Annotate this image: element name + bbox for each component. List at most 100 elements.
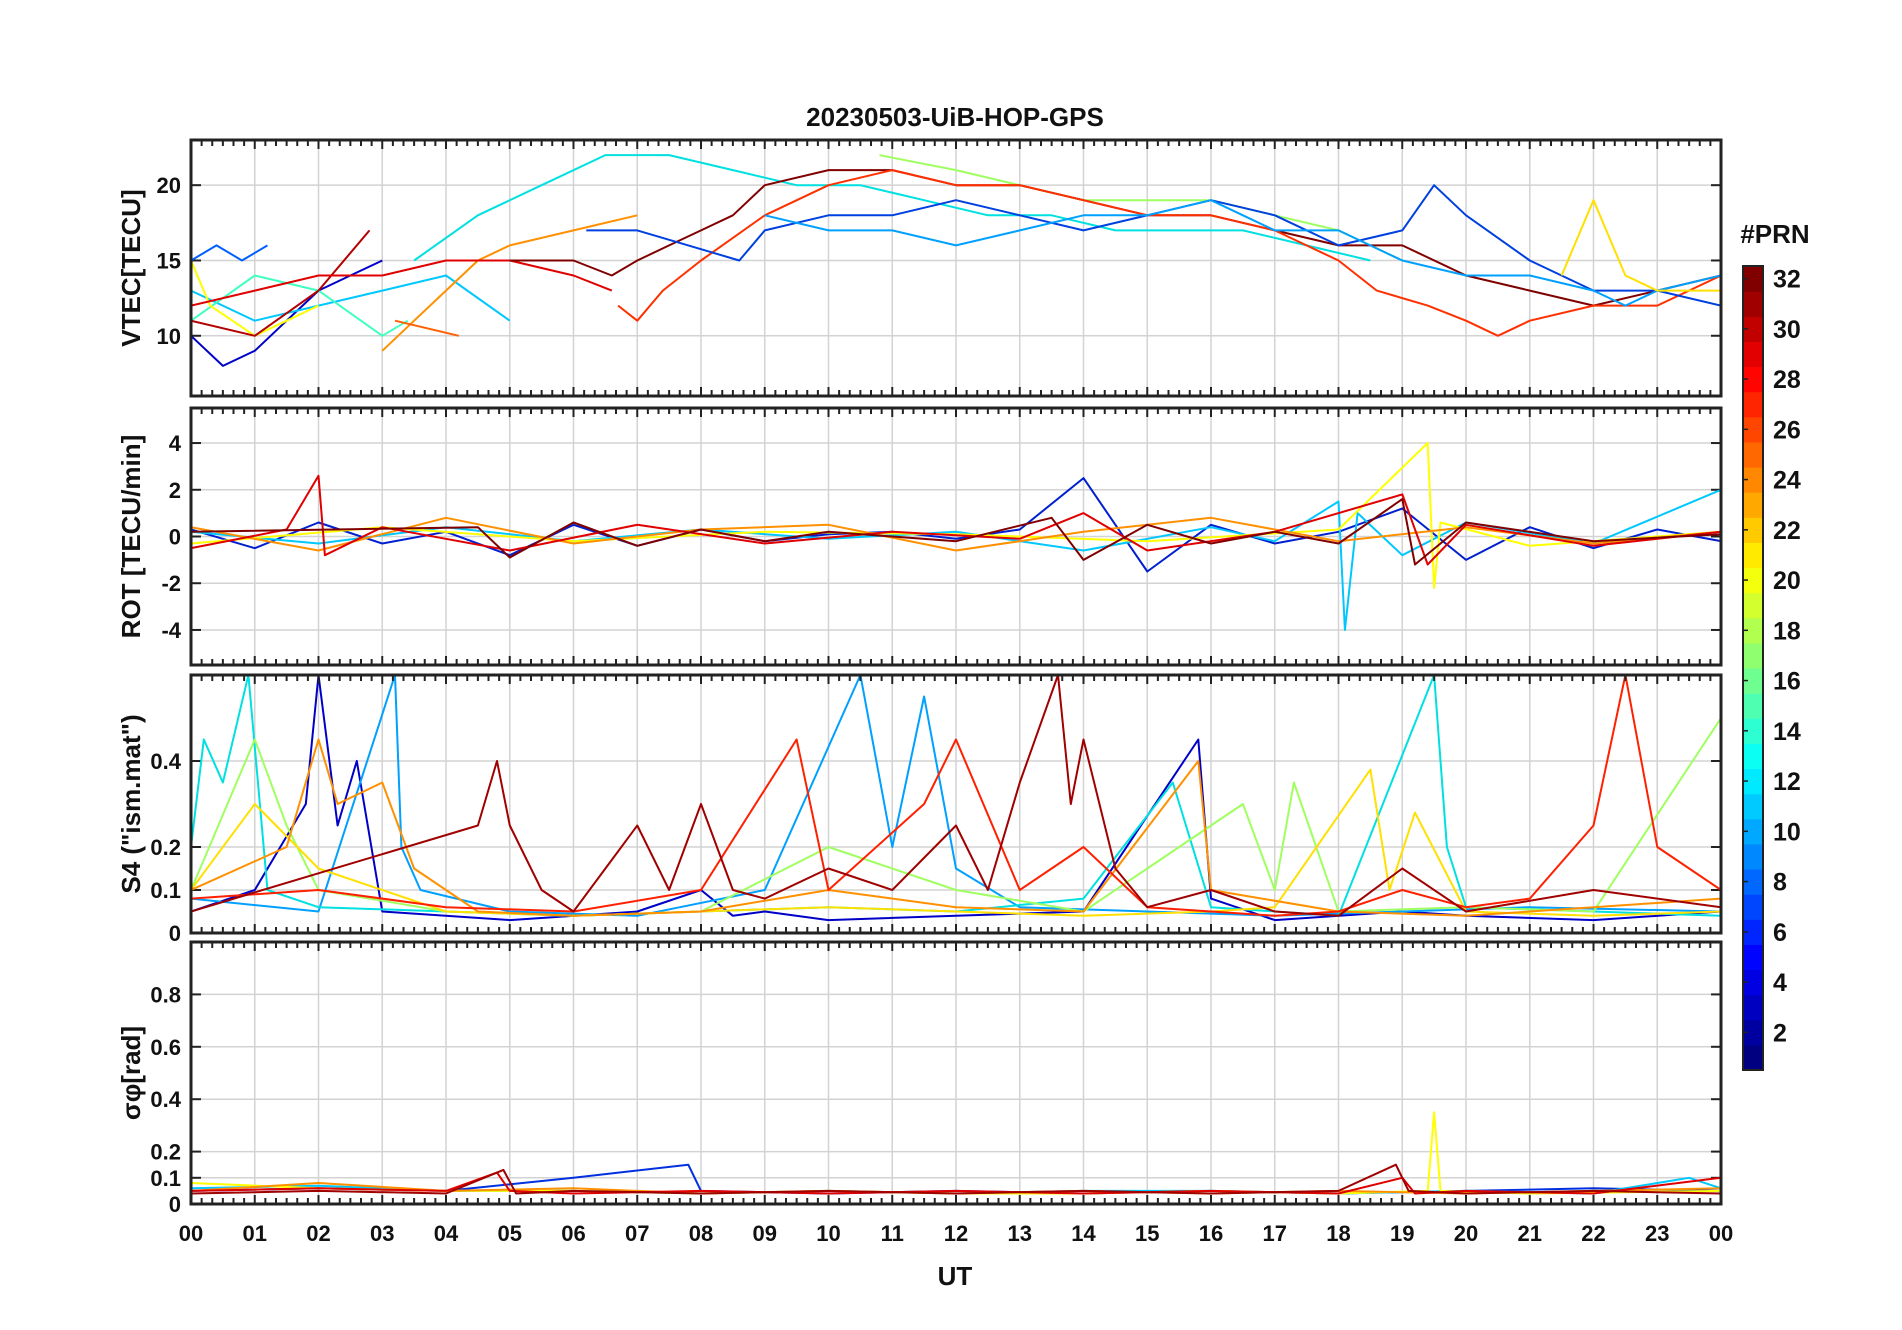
x-tick-label: 00 [179, 1221, 203, 1246]
colorbar-segment [1743, 843, 1763, 870]
panel-vtec: 10 15 20 VTEC[TECU] [116, 138, 1723, 398]
colorbar-segment [1743, 969, 1763, 996]
colorbar-segment [1743, 416, 1763, 443]
x-tick-labels: 00 01 02 03 04 05 06 07 08 09 10 11 12 13 14 15 16 17 18 19… [179, 1221, 1733, 1246]
y-tick-label: 10 [157, 324, 181, 349]
x-tick-label: 16 [1199, 1221, 1223, 1246]
colorbar-segment [1743, 869, 1763, 895]
x-tick-label: 19 [1390, 1221, 1414, 1246]
x-tick-label: 15 [1135, 1221, 1159, 1246]
colorbar-tick-label: 6 [1773, 919, 1787, 947]
colorbar-segment [1743, 743, 1763, 770]
colorbar-segment [1743, 441, 1763, 468]
y-axis-label: σφ[rad] [116, 1026, 146, 1120]
plot-frame [189, 138, 1723, 398]
colorbar-tick-label: 4 [1773, 969, 1787, 997]
series-line-prn-12 [191, 274, 511, 322]
colorbar-tick-label: 20 [1773, 567, 1801, 595]
y-tick-label: 0.6 [150, 1035, 181, 1060]
colorbar-segment [1743, 617, 1763, 644]
series-group [191, 442, 1721, 631]
colorbar-tick-label: 26 [1773, 416, 1801, 444]
series-line-prn-21 [1560, 199, 1721, 292]
colorbar-segment [1743, 467, 1763, 493]
x-tick-label: 10 [816, 1221, 840, 1246]
x-tick-label: 03 [370, 1221, 394, 1246]
y-tick-label: 4 [169, 431, 182, 456]
series-line-prn-31 [191, 1163, 1721, 1195]
colorbar-frame [1742, 265, 1764, 1071]
colorbar-segment [1743, 642, 1763, 669]
colorbar-segment [1743, 1019, 1763, 1046]
figure-title: 20230503-UiB-HOP-GPS [806, 102, 1104, 132]
series-line-prn-12 [191, 488, 1721, 631]
y-tick-label: 0.4 [150, 1087, 181, 1112]
series-line-prn-20 [191, 260, 319, 337]
series-line-prn-10 [764, 199, 1721, 307]
colorbar-segment [1743, 994, 1763, 1021]
y-axis-label: ROT [TECU/min] [116, 435, 146, 639]
colorbar-tick-label: 22 [1773, 517, 1801, 545]
colorbar-tick-label: 24 [1773, 467, 1801, 495]
series-line-prn-14 [413, 154, 1371, 262]
x-tick-label: 09 [753, 1221, 777, 1246]
y-tick-label: 0.2 [150, 835, 181, 860]
panel-sigma_phi: 00.10.2 0.4 0.6 0.8σφ[rad] [116, 940, 1723, 1217]
series-line-prn-18 [879, 154, 1403, 262]
colorbar-segment [1743, 492, 1763, 518]
x-tick-label: 07 [625, 1221, 649, 1246]
colorbar-segment [1743, 542, 1763, 569]
series-line-prn-28 [191, 259, 613, 307]
y-tick-label: 0.2 [150, 1140, 181, 1165]
panel-rot: -4 -2 0 2 4 ROT [TECU/min] [116, 406, 1723, 667]
colorbar-tick-label: 8 [1773, 869, 1787, 897]
colorbar-segment [1743, 718, 1763, 744]
colorbar-segment [1743, 291, 1763, 317]
series-line-prn-32 [191, 498, 1721, 566]
x-axis-label: UT [938, 1261, 973, 1291]
x-tick-label: 02 [306, 1221, 330, 1246]
colorbar-tick-label: 14 [1773, 718, 1801, 746]
colorbar-tick-label: 28 [1773, 366, 1801, 394]
y-tick-label: 0.1 [150, 878, 181, 903]
colorbar-segment [1743, 693, 1763, 719]
colorbar-tick-label: 32 [1773, 266, 1801, 294]
colorbar: 32 30 28 26 24 22 20 18 16 14 12 10 8 6 4 2 [1742, 265, 1801, 1071]
y-tick-label: 0.8 [150, 982, 181, 1007]
x-tick-label: 17 [1263, 1221, 1287, 1246]
colorbar-segment [1743, 944, 1763, 971]
x-tick-label: 05 [498, 1221, 522, 1246]
plot-frame [189, 673, 1723, 935]
colorbar-segment [1743, 517, 1763, 543]
series-line-prn-17 [191, 717, 1721, 917]
colorbar-tick-label: 2 [1773, 1019, 1787, 1047]
series-line-prn-24 [394, 319, 460, 337]
y-tick-label: 0 [169, 921, 181, 946]
colorbar-segment [1743, 366, 1763, 393]
x-tick-label: 22 [1581, 1221, 1605, 1246]
y-tick-label: 20 [157, 173, 181, 198]
colorbar-segment [1743, 567, 1763, 594]
x-tick-label: 20 [1454, 1221, 1478, 1246]
x-tick-label: 14 [1071, 1221, 1096, 1246]
x-tick-label: 12 [944, 1221, 968, 1246]
x-tick-label: 13 [1008, 1221, 1032, 1246]
series-line-prn-8 [191, 244, 269, 262]
y-axis-label: S4 ("ism.mat") [116, 714, 146, 893]
series-line-prn-27 [191, 675, 1721, 917]
colorbar-segment [1743, 341, 1763, 368]
x-tick-label: 23 [1645, 1221, 1669, 1246]
colorbar-segment [1743, 768, 1763, 795]
y-tick-label: -4 [161, 618, 181, 643]
colorbar-tick-label: 18 [1773, 617, 1801, 645]
colorbar-segment [1743, 668, 1763, 694]
x-tick-label: 04 [434, 1221, 459, 1246]
series-line-prn-28 [191, 474, 1721, 566]
plot-frame [189, 406, 1723, 667]
y-tick-label: -2 [161, 571, 181, 596]
x-tick-label: 21 [1518, 1221, 1542, 1246]
y-tick-label: 0.1 [150, 1166, 181, 1191]
colorbar-segment [1743, 919, 1763, 945]
y-tick-label: 2 [169, 478, 181, 503]
colorbar-tick-label: 30 [1773, 316, 1801, 344]
